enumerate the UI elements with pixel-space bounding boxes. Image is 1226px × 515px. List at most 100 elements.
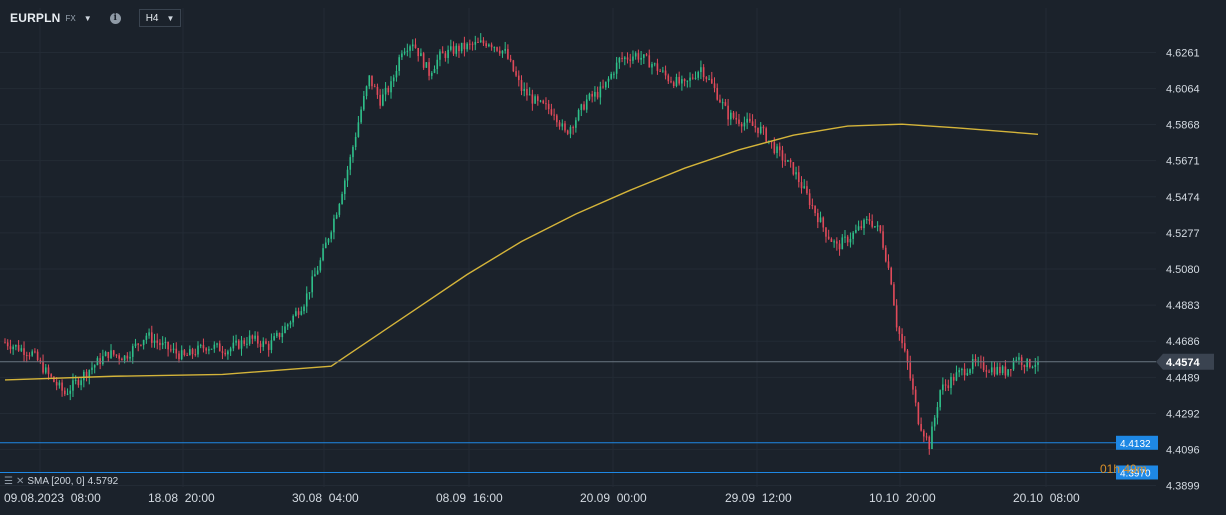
candle-body: [569, 127, 572, 134]
candle-body: [482, 40, 485, 44]
candle-body: [349, 157, 352, 170]
candle-body: [806, 186, 808, 194]
candle-body: [1023, 364, 1026, 368]
candle-body: [343, 180, 346, 195]
candle-body: [485, 43, 487, 47]
symbol-selector[interactable]: EURPLN FX ▼: [6, 9, 96, 27]
candle-body: [613, 73, 615, 75]
candle-body: [629, 59, 632, 61]
candle-body: [787, 160, 789, 162]
price-tick-label: 4.4489: [1166, 372, 1200, 384]
candle-body: [724, 102, 727, 106]
candle-body: [710, 78, 713, 84]
candle-body: [490, 44, 493, 48]
candle-body: [262, 341, 265, 347]
candle-body: [186, 355, 188, 357]
candle-body: [969, 369, 971, 374]
candle-body: [702, 67, 705, 78]
current-price-tag: [1156, 353, 1214, 370]
candle-body: [719, 99, 721, 103]
candle-body: [93, 365, 96, 368]
candle-body: [740, 123, 743, 127]
candle-body: [137, 343, 140, 345]
candle-body: [863, 219, 865, 229]
time-tick-label: 20.09 00:00: [580, 491, 647, 505]
candle-body: [890, 267, 893, 285]
candle-body: [341, 194, 343, 204]
candle-body: [50, 374, 53, 377]
candle-body: [895, 305, 898, 328]
candle-body: [167, 341, 169, 350]
chart-grid: [0, 8, 1156, 487]
candle-body: [183, 350, 186, 356]
candle-body: [814, 205, 816, 214]
candle-body: [1034, 364, 1037, 367]
candle-body: [542, 100, 545, 104]
candle-body: [80, 380, 82, 386]
candle-body: [338, 203, 341, 215]
settings-icon[interactable]: ☰: [4, 476, 13, 487]
candle-body: [517, 75, 520, 81]
candle-body: [458, 45, 460, 52]
close-icon[interactable]: ✕: [15, 476, 25, 487]
candle-body: [6, 342, 9, 347]
candle-body: [428, 62, 430, 76]
candle-body: [1020, 357, 1023, 365]
candle-body: [670, 81, 672, 83]
candle-body: [311, 276, 313, 293]
candle-body: [572, 127, 574, 129]
candles: [4, 33, 1039, 455]
indicator-value: 4.5792: [87, 476, 119, 487]
candle-body: [221, 351, 224, 353]
candle-body: [278, 332, 281, 338]
candle-body: [928, 436, 931, 450]
candle-body: [990, 367, 993, 373]
time-tick-label: 30.08 04:00: [292, 491, 359, 505]
candle-body: [455, 45, 458, 54]
candle-body: [923, 430, 925, 437]
line-price-tag: [1116, 435, 1158, 450]
candle-body: [528, 94, 531, 96]
candle-body: [28, 355, 31, 357]
price-tick-label: 4.5474: [1166, 192, 1200, 204]
candle-body: [303, 306, 305, 312]
candle-body: [308, 292, 311, 294]
candle-body: [716, 87, 719, 100]
candle-body: [126, 355, 129, 359]
candle-body: [942, 384, 944, 391]
candle-body: [662, 70, 664, 72]
chart-toolbar: EURPLN FX ▼ i H4 ▼: [6, 8, 182, 28]
candle-body: [509, 58, 512, 61]
candle-body: [602, 86, 604, 88]
candle-body: [395, 70, 398, 78]
candle-body: [134, 343, 137, 347]
candle-body: [643, 54, 645, 58]
candle-body: [958, 370, 960, 373]
horizontal-lines: [0, 442, 1156, 473]
candle-body: [735, 117, 738, 120]
candle-body: [77, 379, 80, 386]
candle-body: [346, 169, 349, 181]
candle-body: [727, 105, 729, 120]
candle-body: [248, 335, 251, 344]
candle-body: [216, 343, 218, 345]
candle-body: [778, 146, 781, 151]
candle-body: [36, 351, 39, 361]
candle-body: [879, 225, 882, 232]
candle-body: [618, 57, 621, 63]
info-icon[interactable]: i: [109, 12, 121, 24]
candle-body: [352, 147, 354, 158]
candle-body: [708, 78, 710, 80]
candle-body: [507, 48, 509, 59]
time-axis[interactable]: 09.08.2023 08:00 18.08 20:00 30.08 04:00 08…: [4, 491, 1080, 505]
price-axis[interactable]: 4.6261 4.6064 4.5868 4.5671 4.5474 4.5277 4.50…: [1166, 48, 1200, 493]
indicator-label: SMA [200, 0]: [27, 476, 85, 487]
price-tick-label: 4.4096: [1166, 444, 1200, 456]
candle-body: [281, 333, 284, 338]
timeframe-selector[interactable]: H4 ▼: [138, 9, 182, 27]
candle-body: [800, 182, 803, 189]
candle-body: [199, 345, 202, 347]
candle-body: [816, 213, 819, 223]
